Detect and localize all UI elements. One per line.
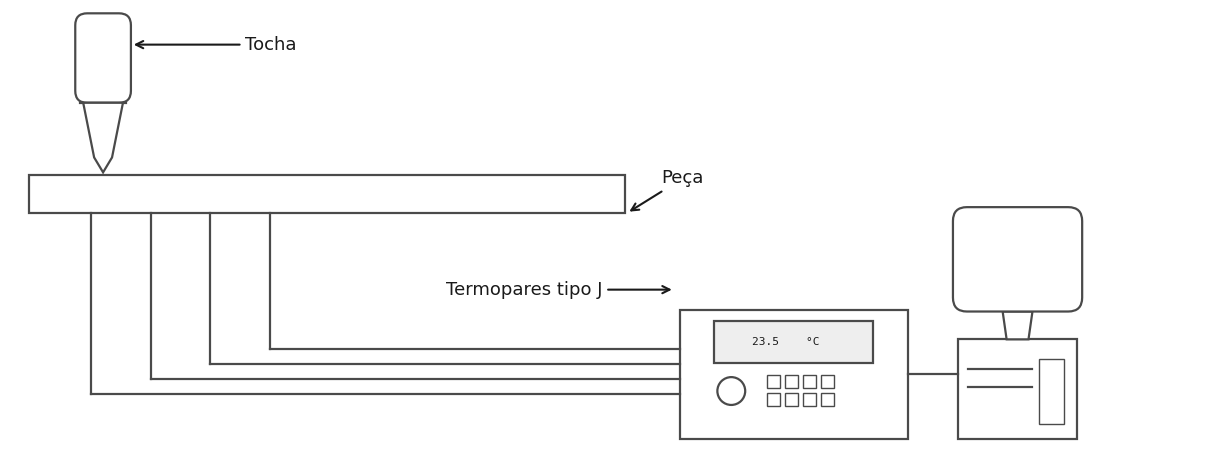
- Polygon shape: [1002, 311, 1032, 340]
- Text: Peça: Peça: [631, 169, 704, 210]
- Text: 23.5    °C: 23.5 °C: [752, 337, 820, 347]
- Bar: [821, 393, 833, 406]
- Bar: [714, 322, 874, 363]
- Bar: [767, 375, 780, 388]
- Bar: [680, 310, 908, 439]
- Bar: [821, 375, 833, 388]
- Polygon shape: [83, 103, 123, 172]
- Bar: [1039, 359, 1064, 424]
- Circle shape: [718, 377, 745, 405]
- FancyBboxPatch shape: [953, 207, 1082, 311]
- Bar: [767, 393, 780, 406]
- Text: Tocha: Tocha: [136, 36, 297, 54]
- FancyBboxPatch shape: [75, 13, 131, 103]
- Bar: [785, 375, 798, 388]
- Bar: [785, 393, 798, 406]
- Bar: [28, 176, 625, 213]
- Text: Termopares tipo J: Termopares tipo J: [445, 280, 670, 298]
- Bar: [958, 340, 1077, 439]
- Bar: [802, 375, 816, 388]
- Bar: [802, 393, 816, 406]
